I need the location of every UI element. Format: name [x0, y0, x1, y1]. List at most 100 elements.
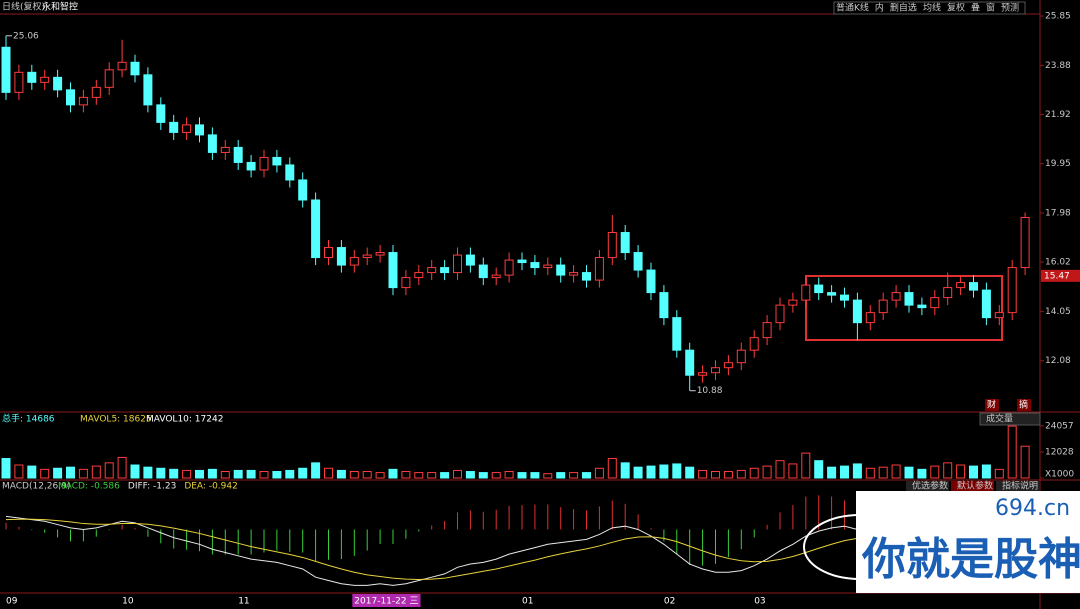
- volume-bar: [827, 466, 837, 479]
- candle-body: [504, 259, 514, 276]
- volume-bar: [414, 472, 424, 479]
- candle-body: [762, 322, 772, 339]
- volume-bar: [130, 464, 140, 479]
- candle-body: [1020, 217, 1030, 269]
- toolbar-button[interactable]: 删自选: [890, 2, 917, 14]
- candle-body: [156, 104, 166, 123]
- macd-line: [5, 518, 1026, 580]
- y-tick-label: 12028: [1045, 447, 1074, 457]
- high-annotation: 25.06: [13, 31, 39, 41]
- volume-bar: [336, 469, 346, 479]
- candle-body: [556, 264, 566, 276]
- candle-body: [440, 267, 450, 274]
- candle-body: [91, 86, 101, 98]
- volume-bar: [607, 458, 617, 479]
- volume-bar: [504, 471, 514, 479]
- candle-body: [311, 199, 321, 259]
- volume-bar: [865, 467, 875, 479]
- macd-line: [5, 515, 1026, 586]
- candle-body: [865, 312, 875, 324]
- candle-body: [78, 96, 88, 106]
- volume-bar: [478, 472, 488, 479]
- y-tick-label: 17.98: [1045, 209, 1071, 219]
- candle-body: [904, 292, 914, 306]
- candle-body: [388, 252, 398, 289]
- watermark-slogan: 你就是股神: [861, 534, 1080, 585]
- candle-body: [349, 257, 359, 266]
- volume-bar: [259, 471, 269, 479]
- volume-bar: [117, 456, 127, 479]
- volume-bar: [388, 468, 398, 479]
- toolbar-button[interactable]: 窗: [986, 2, 995, 14]
- volume-bar: [736, 469, 746, 479]
- volume-legend: MAVOL10: 17242: [146, 415, 223, 425]
- volume-bar: [53, 467, 63, 479]
- y-tick-label: 14.05: [1045, 307, 1071, 317]
- candle-body: [66, 89, 75, 106]
- candle-body: [195, 124, 204, 136]
- y-tick-label: 16.02: [1045, 258, 1071, 268]
- volume-bar: [246, 469, 256, 479]
- volume-bar: [904, 466, 914, 479]
- candle-body: [233, 146, 243, 163]
- volume-bar: [582, 472, 591, 479]
- candle-body: [917, 304, 927, 309]
- toolbar-button[interactable]: 普通K线: [836, 2, 869, 14]
- toolbar-button[interactable]: 叠: [971, 3, 980, 14]
- candle-body: [723, 362, 733, 369]
- volume-bar: [930, 465, 940, 479]
- volume-bar: [594, 467, 604, 479]
- y-tick-label: 24057: [1045, 421, 1074, 431]
- candle-body: [427, 267, 437, 274]
- volume-bar: [91, 465, 101, 479]
- volume-bar: [349, 471, 359, 479]
- side-tag: 摘: [1019, 399, 1028, 411]
- cursor-date-bg: [352, 594, 421, 607]
- volume-bar: [272, 471, 282, 479]
- price-tag-bg: [1041, 269, 1080, 282]
- x-tick-label: 10: [122, 597, 134, 607]
- indicator-button-bg: [906, 481, 949, 491]
- candle-body: [620, 232, 630, 254]
- candle-body: [659, 292, 669, 319]
- toolbar-button[interactable]: 内: [875, 2, 884, 14]
- candle-body: [169, 121, 179, 133]
- candle-body: [685, 349, 695, 376]
- y-tick-label: 12.08: [1045, 356, 1071, 366]
- volume-bar: [852, 463, 862, 479]
- indicator-box: [979, 412, 1041, 426]
- toolbar-button[interactable]: 复权: [947, 2, 965, 14]
- volume-bar: [207, 468, 217, 479]
- candle-body: [272, 156, 282, 166]
- candle-body: [478, 264, 488, 279]
- toolbar-button[interactable]: 预测: [1001, 3, 1019, 14]
- volume-bar: [762, 465, 772, 479]
- volume-bar: [453, 469, 462, 479]
- candle-body: [517, 259, 527, 264]
- indicator-button-bg: [996, 481, 1039, 491]
- candle-body: [582, 272, 591, 281]
- candle-body: [594, 257, 604, 281]
- price-tag: 15.47: [1044, 271, 1070, 281]
- candle-body: [1007, 267, 1017, 314]
- indicator-button[interactable]: 优选参数: [912, 480, 948, 492]
- toolbar-button[interactable]: 均线: [923, 2, 941, 14]
- candle-body: [994, 312, 1004, 319]
- watermark: 694.cn 你就是股神: [803, 491, 1080, 593]
- volume-bar: [375, 472, 385, 479]
- candle-body: [788, 299, 798, 306]
- indicator-button[interactable]: 默认参数: [957, 480, 993, 492]
- volume-bar: [427, 472, 437, 479]
- x-tick-label: 01: [522, 597, 533, 607]
- volume-bar: [723, 471, 733, 479]
- volume-bar: [1007, 425, 1017, 479]
- candle-body: [814, 284, 824, 294]
- indicator-name[interactable]: 成交量: [986, 413, 1013, 425]
- candle-body: [930, 297, 940, 309]
- volume-bar: [14, 464, 24, 479]
- indicator-button[interactable]: 指标说明: [1002, 480, 1038, 492]
- candle-body: [956, 282, 966, 289]
- candle-body: [698, 372, 708, 376]
- volume-bar: [646, 465, 656, 479]
